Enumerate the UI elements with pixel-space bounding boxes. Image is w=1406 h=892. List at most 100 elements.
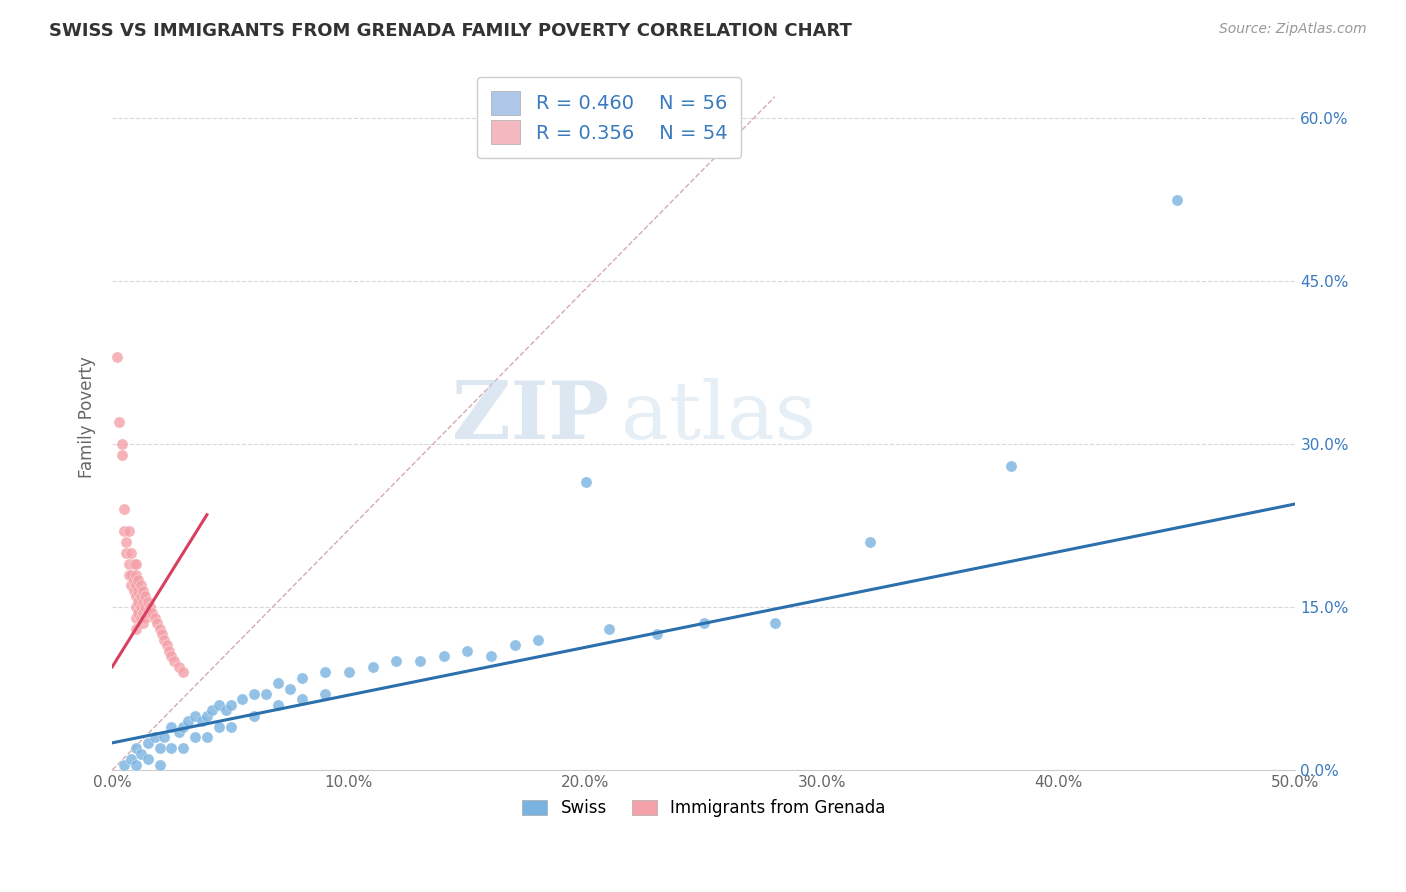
Immigrants from Grenada (125, 567, 148, 582)
Immigrants from Grenada (125, 578, 148, 592)
Swiss (136, 752, 159, 766)
Immigrants from Grenada (129, 578, 152, 592)
Swiss (160, 720, 183, 734)
Swiss (120, 752, 142, 766)
Immigrants from Grenada (122, 557, 145, 571)
Swiss (243, 687, 266, 701)
Swiss (184, 708, 207, 723)
Immigrants from Grenada (167, 660, 190, 674)
Immigrants from Grenada (125, 600, 148, 615)
Immigrants from Grenada (115, 546, 138, 560)
Immigrants from Grenada (134, 589, 156, 603)
Immigrants from Grenada (134, 600, 156, 615)
Immigrants from Grenada (132, 583, 155, 598)
Swiss (160, 741, 183, 756)
Immigrants from Grenada (127, 583, 149, 598)
Swiss (208, 698, 231, 712)
Swiss (858, 535, 880, 549)
Immigrants from Grenada (134, 611, 156, 625)
Immigrants from Grenada (105, 351, 128, 365)
Swiss (195, 708, 218, 723)
Swiss (290, 671, 312, 685)
Immigrants from Grenada (160, 648, 183, 663)
Swiss (125, 757, 148, 772)
Swiss (177, 714, 200, 728)
Swiss (574, 475, 596, 490)
Immigrants from Grenada (129, 611, 152, 625)
Swiss (215, 703, 238, 717)
Immigrants from Grenada (125, 622, 148, 636)
Swiss (231, 692, 253, 706)
Swiss (191, 714, 214, 728)
Immigrants from Grenada (136, 606, 159, 620)
Swiss (337, 665, 360, 680)
Swiss (172, 741, 194, 756)
Swiss (385, 654, 408, 668)
Swiss (143, 731, 166, 745)
Swiss (693, 616, 716, 631)
Swiss (208, 720, 231, 734)
Immigrants from Grenada (153, 632, 176, 647)
Immigrants from Grenada (125, 557, 148, 571)
Swiss (1000, 458, 1022, 473)
Immigrants from Grenada (148, 622, 170, 636)
Immigrants from Grenada (172, 665, 194, 680)
Immigrants from Grenada (118, 567, 141, 582)
Immigrants from Grenada (127, 573, 149, 587)
Swiss (167, 725, 190, 739)
Immigrants from Grenada (111, 437, 134, 451)
Immigrants from Grenada (132, 606, 155, 620)
Swiss (267, 676, 290, 690)
Immigrants from Grenada (132, 616, 155, 631)
Immigrants from Grenada (129, 600, 152, 615)
Immigrants from Grenada (163, 654, 186, 668)
Immigrants from Grenada (125, 589, 148, 603)
Swiss (172, 720, 194, 734)
Swiss (267, 698, 290, 712)
Immigrants from Grenada (118, 557, 141, 571)
Immigrants from Grenada (129, 589, 152, 603)
Swiss (432, 648, 454, 663)
Swiss (314, 665, 336, 680)
Swiss (153, 731, 176, 745)
Immigrants from Grenada (120, 567, 142, 582)
Swiss (136, 736, 159, 750)
Immigrants from Grenada (122, 583, 145, 598)
Swiss (201, 703, 224, 717)
Swiss (112, 757, 135, 772)
Swiss (527, 632, 550, 647)
Immigrants from Grenada (139, 600, 162, 615)
Immigrants from Grenada (112, 524, 135, 538)
Swiss (479, 648, 502, 663)
Text: ZIP: ZIP (453, 378, 609, 456)
Text: SWISS VS IMMIGRANTS FROM GRENADA FAMILY POVERTY CORRELATION CHART: SWISS VS IMMIGRANTS FROM GRENADA FAMILY … (49, 22, 852, 40)
Immigrants from Grenada (157, 643, 180, 657)
Swiss (409, 654, 432, 668)
Swiss (645, 627, 668, 641)
Swiss (148, 741, 170, 756)
Swiss (763, 616, 786, 631)
Swiss (125, 741, 148, 756)
Swiss (148, 757, 170, 772)
Immigrants from Grenada (122, 573, 145, 587)
Immigrants from Grenada (111, 448, 134, 462)
Swiss (456, 643, 478, 657)
Immigrants from Grenada (146, 616, 169, 631)
Y-axis label: Family Poverty: Family Poverty (79, 356, 96, 478)
Swiss (219, 720, 242, 734)
Immigrants from Grenada (136, 595, 159, 609)
Swiss (184, 731, 207, 745)
Immigrants from Grenada (108, 416, 131, 430)
Immigrants from Grenada (115, 535, 138, 549)
Swiss (219, 698, 242, 712)
Swiss (254, 687, 277, 701)
Swiss (503, 638, 526, 652)
Swiss (243, 708, 266, 723)
Swiss (1166, 193, 1188, 207)
Immigrants from Grenada (150, 627, 173, 641)
Immigrants from Grenada (120, 546, 142, 560)
Swiss (314, 687, 336, 701)
Immigrants from Grenada (156, 638, 179, 652)
Immigrants from Grenada (132, 595, 155, 609)
Immigrants from Grenada (125, 611, 148, 625)
